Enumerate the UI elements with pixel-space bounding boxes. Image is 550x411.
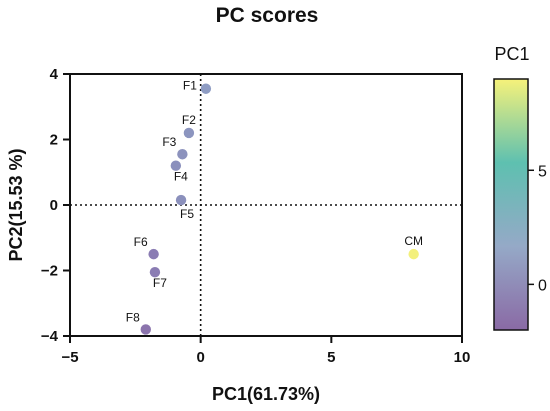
data-point-f1	[200, 83, 212, 94]
y-tick-label: −4	[41, 328, 59, 345]
x-tick-label: 0	[196, 349, 204, 366]
y-tick-label: −2	[41, 263, 58, 280]
colorbar-gradient	[493, 78, 529, 331]
point-label-f4: F4	[174, 170, 188, 184]
point-label-f2: F2	[182, 113, 196, 127]
data-point-f3	[177, 149, 188, 160]
data-point-f5	[175, 194, 187, 206]
y-tick-label: 2	[50, 132, 58, 149]
data-point-f8	[140, 324, 151, 335]
data-point-f4	[170, 160, 182, 171]
colorbar: PC1 05	[493, 44, 547, 331]
data-point-cm	[408, 248, 419, 260]
data-point-f7	[149, 266, 161, 278]
y-axis-label: PC2(15.53 %)	[6, 148, 26, 261]
colorbar-ticks: 05	[528, 163, 547, 294]
point-label-f1: F1	[183, 79, 197, 93]
point-label-cm: CM	[404, 234, 423, 248]
point-label-f6: F6	[134, 235, 148, 249]
y-tick-label: 4	[50, 66, 59, 83]
chart-title: PC scores	[216, 4, 319, 27]
point-label-f8: F8	[126, 310, 140, 324]
x-tick-label: 5	[327, 349, 335, 366]
plot-area: −5 0 5 10 4 2 0 −2 −4 F1 F2 F3 F4 F5 F6 F7 F8 CM	[41, 66, 470, 366]
data-point-f2	[183, 127, 195, 139]
x-axis-ticks: −5 0 5 10	[61, 336, 470, 366]
colorbar-tick-label: 0	[538, 277, 547, 294]
point-label-f3: F3	[162, 135, 176, 149]
x-tick-label: −5	[61, 349, 78, 366]
y-tick-label: 0	[50, 197, 58, 214]
scatter-points: F1 F2 F3 F4 F5 F6 F7 F8 CM	[126, 79, 423, 335]
point-label-f7: F7	[153, 276, 167, 290]
colorbar-tick-label: 5	[538, 163, 547, 180]
point-label-f5: F5	[180, 207, 194, 221]
data-point-f6	[148, 248, 159, 260]
colorbar-title: PC1	[494, 44, 529, 64]
y-axis-ticks: 4 2 0 −2 −4	[41, 66, 70, 345]
x-axis-label: PC1(61.73%)	[212, 384, 320, 404]
x-tick-label: 10	[454, 349, 471, 366]
